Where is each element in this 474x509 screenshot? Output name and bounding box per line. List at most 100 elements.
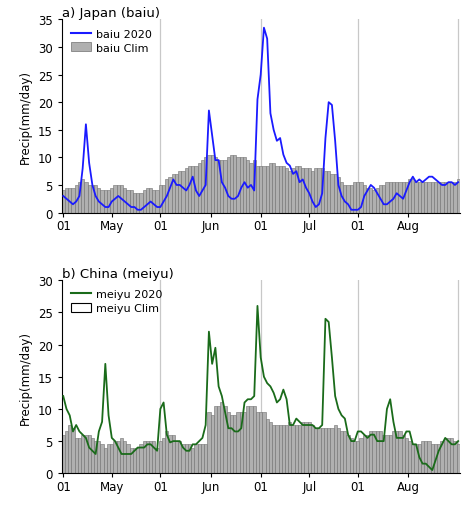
Bar <box>424 183 428 213</box>
Bar <box>256 412 259 473</box>
Bar <box>165 432 168 473</box>
baiu 2020 <box>235 193 241 200</box>
Bar <box>74 438 78 473</box>
Bar <box>253 406 256 473</box>
Bar <box>210 155 214 213</box>
Bar <box>373 191 375 213</box>
Bar <box>421 441 424 473</box>
Bar <box>379 432 382 473</box>
Bar <box>223 161 227 213</box>
Bar <box>227 412 230 473</box>
Bar <box>356 183 359 213</box>
Bar <box>272 425 275 473</box>
Bar <box>265 166 269 213</box>
Bar <box>155 448 159 473</box>
Bar <box>269 422 272 473</box>
Bar <box>233 155 237 213</box>
baiu 2020 <box>135 207 140 213</box>
Bar <box>320 169 324 213</box>
Bar <box>350 186 353 213</box>
Bar <box>127 444 129 473</box>
Bar <box>120 186 123 213</box>
Y-axis label: Precip(mm/day): Precip(mm/day) <box>19 70 32 164</box>
Bar <box>198 163 201 213</box>
Bar <box>81 435 84 473</box>
Bar <box>444 438 447 473</box>
Bar <box>159 441 162 473</box>
Bar <box>447 438 450 473</box>
Bar <box>146 188 149 213</box>
Bar <box>379 186 382 213</box>
Bar <box>217 161 220 213</box>
Bar <box>434 444 437 473</box>
Bar <box>182 444 185 473</box>
Bar <box>298 425 301 473</box>
Bar <box>185 444 188 473</box>
Line: baiu 2020: baiu 2020 <box>63 29 458 210</box>
Bar <box>88 186 91 213</box>
Bar <box>204 444 207 473</box>
Bar <box>437 444 440 473</box>
Bar <box>320 429 324 473</box>
meiyu 2020 <box>173 438 179 444</box>
Bar <box>159 186 162 213</box>
Bar <box>288 422 292 473</box>
Bar <box>152 191 155 213</box>
meiyu 2020 <box>106 412 111 418</box>
Bar <box>240 412 243 473</box>
Bar <box>343 186 346 213</box>
Bar <box>337 429 340 473</box>
Bar <box>373 432 375 473</box>
Bar <box>149 441 152 473</box>
Bar <box>311 425 314 473</box>
Bar <box>411 444 414 473</box>
Bar <box>227 158 230 213</box>
Bar <box>207 412 210 473</box>
Bar <box>398 432 401 473</box>
Bar <box>117 186 120 213</box>
Bar <box>285 169 288 213</box>
Bar <box>113 441 117 473</box>
Bar <box>327 172 330 213</box>
Bar <box>136 194 139 213</box>
Bar <box>178 172 182 213</box>
Bar <box>259 412 262 473</box>
Bar <box>398 183 401 213</box>
Bar <box>249 163 253 213</box>
Bar <box>94 186 97 213</box>
Bar <box>233 415 237 473</box>
Legend: baiu 2020, baiu Clim: baiu 2020, baiu Clim <box>67 26 155 56</box>
Bar <box>240 158 243 213</box>
Bar <box>288 172 292 213</box>
Bar <box>172 435 175 473</box>
Bar <box>68 425 71 473</box>
Bar <box>301 422 304 473</box>
Bar <box>408 180 411 213</box>
Bar <box>194 166 198 213</box>
Bar <box>382 435 385 473</box>
Bar <box>172 175 175 213</box>
meiyu 2020 <box>83 435 89 441</box>
Bar <box>385 435 389 473</box>
meiyu 2020 <box>60 393 66 400</box>
Bar <box>428 183 431 213</box>
Bar <box>369 432 373 473</box>
Bar <box>149 188 152 213</box>
Bar <box>304 169 308 213</box>
Bar <box>418 183 421 213</box>
Bar <box>168 435 172 473</box>
Legend: meiyu 2020, meiyu Clim: meiyu 2020, meiyu Clim <box>67 286 166 317</box>
Bar <box>243 412 246 473</box>
Bar <box>282 425 285 473</box>
Bar <box>450 438 453 473</box>
Bar <box>185 169 188 213</box>
Bar <box>301 169 304 213</box>
Bar <box>136 448 139 473</box>
baiu 2020 <box>99 202 105 208</box>
meiyu 2020 <box>429 467 435 473</box>
Bar <box>107 444 110 473</box>
Bar <box>100 444 104 473</box>
Bar <box>292 425 295 473</box>
Bar <box>107 191 110 213</box>
Bar <box>117 441 120 473</box>
